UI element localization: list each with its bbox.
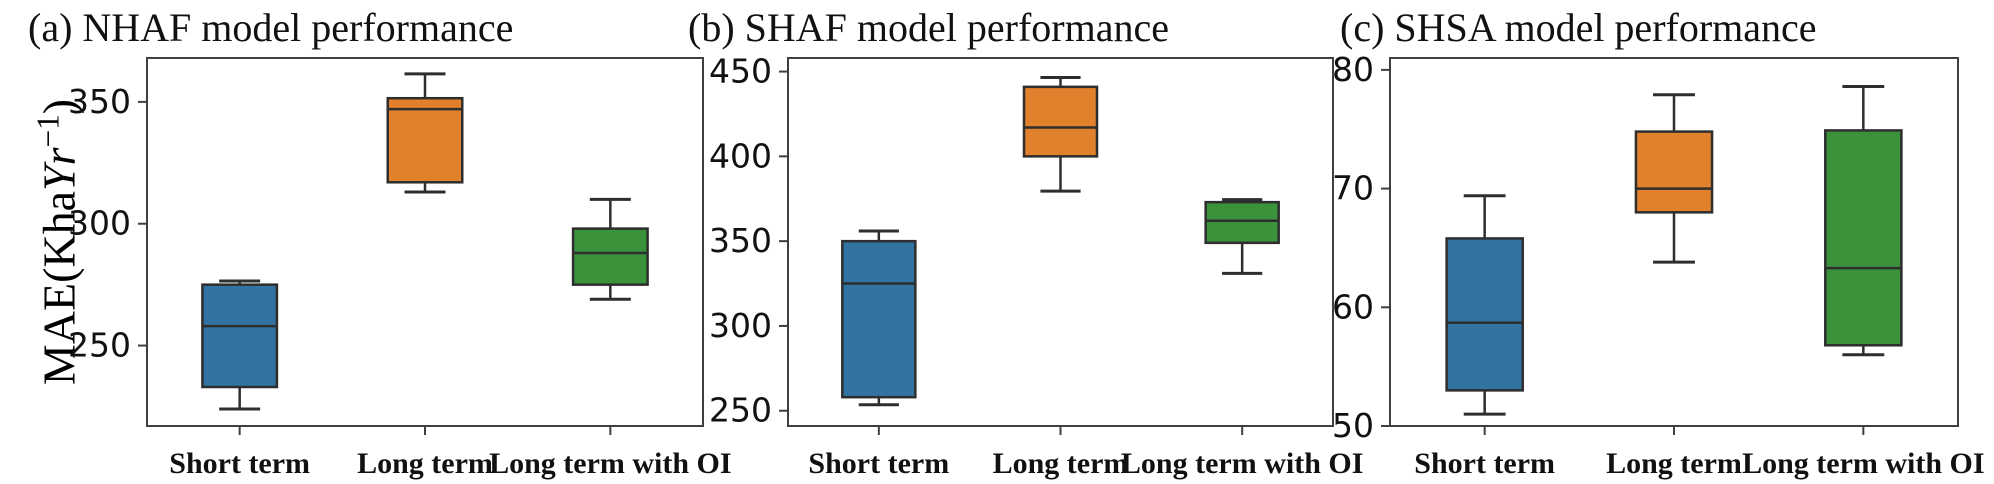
box-long-term — [386, 72, 464, 194]
iqr-box — [201, 283, 279, 389]
x-tick-label-long-term: Long term — [357, 447, 493, 480]
box-long-term-with-oi — [1204, 198, 1280, 275]
y-axis-label-superscript: −1 — [30, 114, 66, 148]
x-tick-label-short-term: Short term — [808, 447, 949, 480]
y-tick-label-250: 250 — [68, 326, 131, 365]
panel-a-title: (a) NHAF model performance — [28, 5, 514, 50]
x-tick-label-short-term: Short term — [169, 447, 310, 480]
y-tick-label-80: 80 — [1332, 50, 1374, 89]
iqr-box — [386, 96, 464, 184]
x-tick-label-long-term-with-oi: Long term with OI — [1742, 447, 1985, 480]
box-long-term-with-oi — [1824, 84, 1903, 357]
y-tick-label-300: 300 — [68, 204, 131, 243]
y-tick-label-70: 70 — [1332, 169, 1374, 208]
x-tick-label-long-term-with-oi: Long term with OI — [1121, 447, 1364, 480]
x-tick-label-short-term: Short term — [1414, 447, 1555, 480]
box-long-term — [1634, 93, 1714, 264]
y-tick-label-400: 400 — [709, 136, 772, 175]
y-tick-label-450: 450 — [709, 52, 772, 91]
x-tick-label-long-term: Long term — [993, 447, 1129, 480]
y-tick-label-350: 350 — [68, 82, 131, 121]
y-tick-label-300: 300 — [709, 306, 772, 345]
iqr-box — [1634, 130, 1714, 214]
box-short-term — [201, 279, 279, 411]
x-tick-label-long-term: Long term — [1606, 447, 1742, 480]
panel-c-title: (c) SHSA model performance — [1340, 5, 1817, 50]
y-axis-label-italic: Yr — [33, 147, 85, 191]
box-long-term-with-oi — [571, 197, 649, 301]
iqr-box — [571, 227, 649, 286]
box-short-term — [1445, 194, 1524, 416]
y-tick-label-250: 250 — [709, 391, 772, 430]
iqr-box — [1022, 85, 1099, 158]
iqr-box — [1204, 200, 1280, 245]
box-short-term — [841, 229, 917, 407]
iqr-box — [1445, 237, 1524, 392]
y-tick-label-350: 350 — [709, 221, 772, 260]
iqr-box — [841, 239, 917, 399]
x-tick-label-long-term-with-oi: Long term with OI — [489, 447, 732, 480]
y-tick-label-60: 60 — [1332, 287, 1374, 326]
panel-b-title: (b) SHAF model performance — [688, 5, 1169, 50]
iqr-box — [1824, 129, 1903, 347]
y-tick-label-50: 50 — [1332, 406, 1374, 445]
panel-c-plot: 80 70 60 50 Short term Long term Long term wit… — [1332, 50, 1985, 480]
box-long-term — [1022, 76, 1099, 193]
